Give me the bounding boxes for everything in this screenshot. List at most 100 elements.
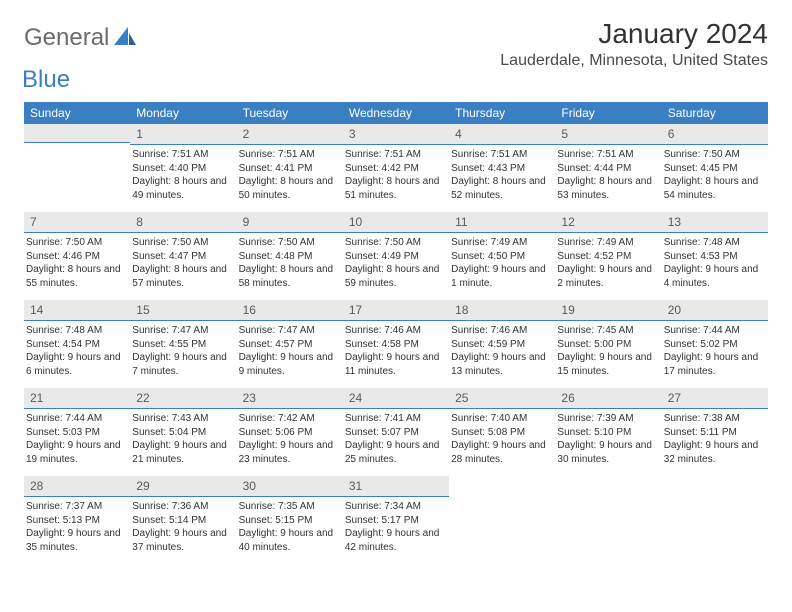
calendar-cell: 2Sunrise: 7:51 AMSunset: 4:41 PMDaylight… xyxy=(237,124,343,212)
sunrise-line: Sunrise: 7:41 AM xyxy=(345,412,445,426)
day-number: 5 xyxy=(555,124,661,145)
calendar-cell xyxy=(449,476,555,564)
sunset-line: Sunset: 5:06 PM xyxy=(239,426,339,440)
sunset-line: Sunset: 4:43 PM xyxy=(451,162,551,176)
day-data: Sunrise: 7:40 AMSunset: 5:08 PMDaylight:… xyxy=(449,409,555,468)
logo-text-blue: Blue xyxy=(22,66,136,94)
calendar-cell: 9Sunrise: 7:50 AMSunset: 4:48 PMDaylight… xyxy=(237,212,343,300)
calendar-cell: 10Sunrise: 7:50 AMSunset: 4:49 PMDayligh… xyxy=(343,212,449,300)
calendar-cell: 31Sunrise: 7:34 AMSunset: 5:17 PMDayligh… xyxy=(343,476,449,564)
daylight-line: Daylight: 9 hours and 40 minutes. xyxy=(239,527,339,554)
daylight-line: Daylight: 9 hours and 19 minutes. xyxy=(26,439,126,466)
sunset-line: Sunset: 5:17 PM xyxy=(345,514,445,528)
day-data: Sunrise: 7:37 AMSunset: 5:13 PMDaylight:… xyxy=(24,497,130,556)
calendar-cell: 30Sunrise: 7:35 AMSunset: 5:15 PMDayligh… xyxy=(237,476,343,564)
day-number: 21 xyxy=(24,388,130,409)
calendar-cell: 13Sunrise: 7:48 AMSunset: 4:53 PMDayligh… xyxy=(662,212,768,300)
calendar-cell: 29Sunrise: 7:36 AMSunset: 5:14 PMDayligh… xyxy=(130,476,236,564)
day-number: 11 xyxy=(449,212,555,233)
sunrise-line: Sunrise: 7:51 AM xyxy=(345,148,445,162)
sunset-line: Sunset: 5:13 PM xyxy=(26,514,126,528)
sunrise-line: Sunrise: 7:47 AM xyxy=(132,324,232,338)
day-data: Sunrise: 7:51 AMSunset: 4:44 PMDaylight:… xyxy=(555,145,661,204)
day-data: Sunrise: 7:50 AMSunset: 4:48 PMDaylight:… xyxy=(237,233,343,292)
calendar-cell: 7Sunrise: 7:50 AMSunset: 4:46 PMDaylight… xyxy=(24,212,130,300)
sunrise-line: Sunrise: 7:44 AM xyxy=(664,324,764,338)
day-data: Sunrise: 7:50 AMSunset: 4:45 PMDaylight:… xyxy=(662,145,768,204)
daylight-line: Daylight: 8 hours and 58 minutes. xyxy=(239,263,339,290)
calendar-cell: 17Sunrise: 7:46 AMSunset: 4:58 PMDayligh… xyxy=(343,300,449,388)
sunset-line: Sunset: 4:50 PM xyxy=(451,250,551,264)
day-number: 14 xyxy=(24,300,130,321)
daylight-line: Daylight: 8 hours and 50 minutes. xyxy=(239,175,339,202)
calendar-cell: 25Sunrise: 7:40 AMSunset: 5:08 PMDayligh… xyxy=(449,388,555,476)
day-data: Sunrise: 7:41 AMSunset: 5:07 PMDaylight:… xyxy=(343,409,449,468)
day-data: Sunrise: 7:48 AMSunset: 4:53 PMDaylight:… xyxy=(662,233,768,292)
calendar-cell: 22Sunrise: 7:43 AMSunset: 5:04 PMDayligh… xyxy=(130,388,236,476)
sunrise-line: Sunrise: 7:38 AM xyxy=(664,412,764,426)
calendar-cell xyxy=(24,124,130,212)
day-data: Sunrise: 7:46 AMSunset: 4:58 PMDaylight:… xyxy=(343,321,449,380)
weekday-header: Sunday xyxy=(24,102,130,124)
day-number: 9 xyxy=(237,212,343,233)
header: General Blue January 2024 Lauderdale, Mi… xyxy=(24,18,768,94)
day-number: 1 xyxy=(130,124,236,145)
day-data: Sunrise: 7:43 AMSunset: 5:04 PMDaylight:… xyxy=(130,409,236,468)
daylight-line: Daylight: 9 hours and 37 minutes. xyxy=(132,527,232,554)
calendar-cell: 11 Sunrise: 7:49 AMSunset: 4:50 PMDayligh… xyxy=(449,212,555,300)
sunrise-line: Sunrise: 7:49 AM xyxy=(557,236,657,250)
sunset-line: Sunset: 5:15 PM xyxy=(239,514,339,528)
daylight-line: Daylight: 8 hours and 59 minutes. xyxy=(345,263,445,290)
day-number: 4 xyxy=(449,124,555,145)
day-number: 28 xyxy=(24,476,130,497)
sunset-line: Sunset: 5:04 PM xyxy=(132,426,232,440)
calendar-week-row: 1Sunrise: 7:51 AMSunset: 4:40 PMDaylight… xyxy=(24,124,768,212)
day-data: Sunrise: 7:51 AMSunset: 4:41 PMDaylight:… xyxy=(237,145,343,204)
weekday-header-row: SundayMondayTuesdayWednesdayThursdayFrid… xyxy=(24,102,768,124)
calendar-week-row: 7Sunrise: 7:50 AMSunset: 4:46 PMDaylight… xyxy=(24,212,768,300)
day-data: Sunrise: 7:39 AMSunset: 5:10 PMDaylight:… xyxy=(555,409,661,468)
sunset-line: Sunset: 4:45 PM xyxy=(664,162,764,176)
sunset-line: Sunset: 5:07 PM xyxy=(345,426,445,440)
sunrise-line: Sunrise: 7:50 AM xyxy=(26,236,126,250)
day-number: 20 xyxy=(662,300,768,321)
sunrise-line: Sunrise: 7:48 AM xyxy=(664,236,764,250)
weekday-header: Monday xyxy=(130,102,236,124)
daylight-line: Daylight: 9 hours and 1 minute. xyxy=(451,263,551,290)
day-number: 17 xyxy=(343,300,449,321)
calendar-cell: 15Sunrise: 7:47 AMSunset: 4:55 PMDayligh… xyxy=(130,300,236,388)
calendar-table: SundayMondayTuesdayWednesdayThursdayFrid… xyxy=(24,102,768,564)
day-number: 26 xyxy=(555,388,661,409)
sunset-line: Sunset: 5:08 PM xyxy=(451,426,551,440)
calendar-cell: 3Sunrise: 7:51 AMSunset: 4:42 PMDaylight… xyxy=(343,124,449,212)
day-data: Sunrise: 7:44 AMSunset: 5:03 PMDaylight:… xyxy=(24,409,130,468)
sunset-line: Sunset: 4:42 PM xyxy=(345,162,445,176)
day-data: Sunrise: 7:49 AMSunset: 4:52 PMDaylight:… xyxy=(555,233,661,292)
daylight-line: Daylight: 8 hours and 54 minutes. xyxy=(664,175,764,202)
day-data: Sunrise: 7:50 AMSunset: 4:47 PMDaylight:… xyxy=(130,233,236,292)
sunset-line: Sunset: 5:14 PM xyxy=(132,514,232,528)
title-block: January 2024 Lauderdale, Minnesota, Unit… xyxy=(500,18,768,70)
sunset-line: Sunset: 5:00 PM xyxy=(557,338,657,352)
calendar-cell: 12Sunrise: 7:49 AMSunset: 4:52 PMDayligh… xyxy=(555,212,661,300)
day-number: 31 xyxy=(343,476,449,497)
sunset-line: Sunset: 4:40 PM xyxy=(132,162,232,176)
day-number: 19 xyxy=(555,300,661,321)
sunrise-line: Sunrise: 7:46 AM xyxy=(451,324,551,338)
calendar-cell: 8Sunrise: 7:50 AMSunset: 4:47 PMDaylight… xyxy=(130,212,236,300)
sunset-line: Sunset: 4:55 PM xyxy=(132,338,232,352)
daylight-line: Daylight: 9 hours and 13 minutes. xyxy=(451,351,551,378)
day-data: Sunrise: 7:50 AMSunset: 4:46 PMDaylight:… xyxy=(24,233,130,292)
calendar-cell: 4Sunrise: 7:51 AMSunset: 4:43 PMDaylight… xyxy=(449,124,555,212)
day-number: 30 xyxy=(237,476,343,497)
day-data: Sunrise: 7:34 AMSunset: 5:17 PMDaylight:… xyxy=(343,497,449,556)
calendar-cell: 18Sunrise: 7:46 AMSunset: 4:59 PMDayligh… xyxy=(449,300,555,388)
daylight-line: Daylight: 8 hours and 55 minutes. xyxy=(26,263,126,290)
day-data: Sunrise: 7:36 AMSunset: 5:14 PMDaylight:… xyxy=(130,497,236,556)
day-data: Sunrise: 7:51 AMSunset: 4:40 PMDaylight:… xyxy=(130,145,236,204)
daylight-line: Daylight: 9 hours and 28 minutes. xyxy=(451,439,551,466)
day-data: Sunrise: 7:51 AMSunset: 4:43 PMDaylight:… xyxy=(449,145,555,204)
sunrise-line: Sunrise: 7:49 AM xyxy=(451,236,551,250)
day-data: Sunrise: 7:44 AMSunset: 5:02 PMDaylight:… xyxy=(662,321,768,380)
day-number: 8 xyxy=(130,212,236,233)
